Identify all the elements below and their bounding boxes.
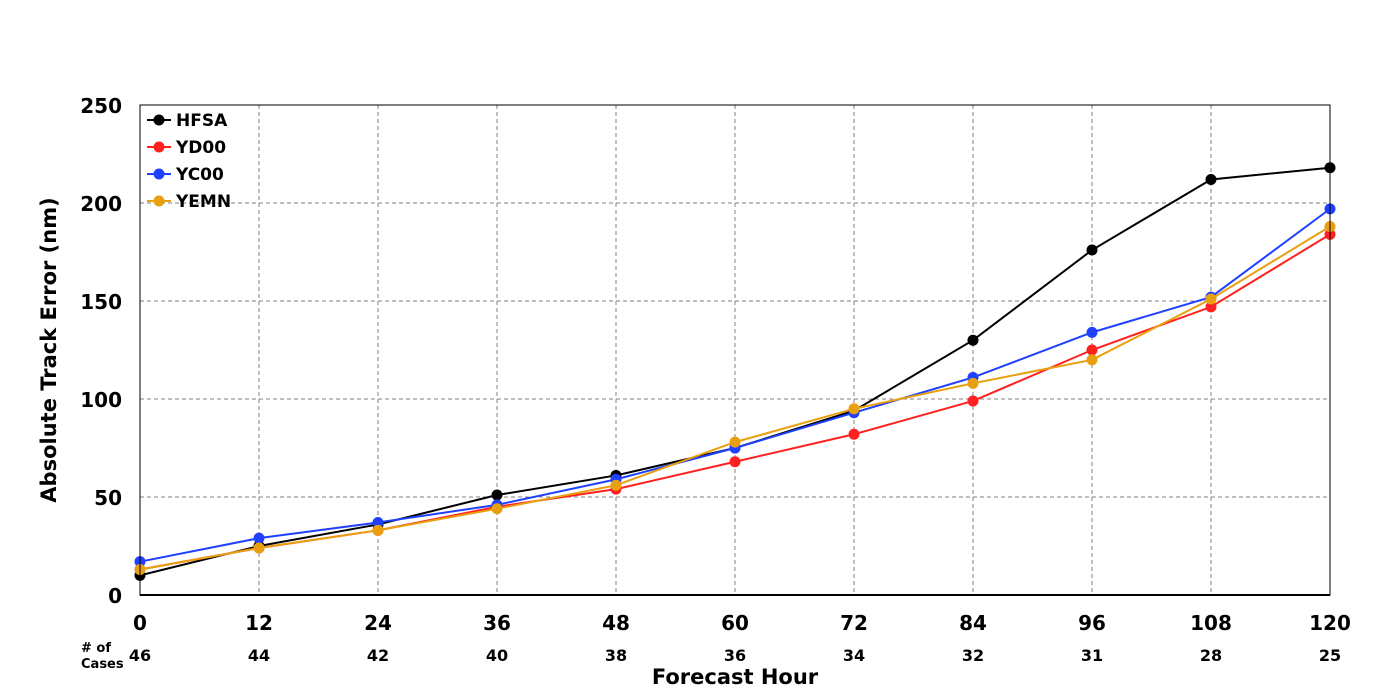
data-point bbox=[372, 516, 384, 528]
legend-item-yd00: YD00 bbox=[147, 138, 226, 158]
data-point bbox=[848, 428, 860, 440]
data-point bbox=[967, 377, 979, 389]
legend-swatch-marker bbox=[153, 114, 165, 126]
x-tick-label: 84 bbox=[959, 611, 987, 635]
data-point bbox=[253, 542, 265, 554]
y-tick-label: 150 bbox=[80, 290, 122, 314]
x-tick-label: 96 bbox=[1078, 611, 1106, 635]
legend-label: YEMN bbox=[175, 192, 231, 212]
series-layer bbox=[134, 162, 1336, 581]
legend: HFSA YD00 YC00 YEMN bbox=[147, 111, 231, 212]
legend-swatch-marker bbox=[153, 168, 165, 180]
data-point bbox=[1086, 244, 1098, 256]
data-point bbox=[729, 436, 741, 448]
x-tick-labels: 0 12 24 36 48 60 72 84 96 108 120 bbox=[133, 611, 1351, 635]
y-tick-label: 50 bbox=[94, 486, 122, 510]
data-point bbox=[1205, 301, 1217, 313]
x-tick-label: 12 bbox=[245, 611, 273, 635]
case-counts: 46 44 42 40 38 36 34 32 31 28 25 bbox=[129, 646, 1341, 665]
case-count: 32 bbox=[962, 646, 984, 665]
y-tick-labels: 0 50 100 150 200 250 bbox=[80, 94, 122, 608]
cases-label-line-1: # of bbox=[81, 641, 111, 656]
data-point bbox=[1086, 344, 1098, 356]
case-count: 42 bbox=[367, 646, 389, 665]
x-tick-label: 48 bbox=[602, 611, 630, 635]
x-tick-label: 36 bbox=[483, 611, 511, 635]
data-point bbox=[491, 489, 503, 501]
data-point bbox=[848, 403, 860, 415]
data-point bbox=[610, 479, 622, 491]
case-count: 31 bbox=[1081, 646, 1103, 665]
case-count: 28 bbox=[1200, 646, 1222, 665]
data-point bbox=[967, 395, 979, 407]
case-count: 40 bbox=[486, 646, 508, 665]
x-tick-label: 72 bbox=[840, 611, 868, 635]
plot-frame bbox=[139, 104, 1331, 596]
case-count: 36 bbox=[724, 646, 746, 665]
x-tick-label: 24 bbox=[364, 611, 392, 635]
data-point bbox=[1086, 354, 1098, 366]
data-point bbox=[1205, 173, 1217, 185]
series-yemn bbox=[134, 221, 1336, 576]
x-tick-label: 0 bbox=[133, 611, 147, 635]
data-point bbox=[1086, 326, 1098, 338]
data-point bbox=[372, 524, 384, 536]
x-tick-label: 120 bbox=[1309, 611, 1351, 635]
legend-swatch-marker bbox=[153, 141, 165, 153]
data-point bbox=[253, 532, 265, 544]
cases-label-line-2: Cases bbox=[81, 657, 124, 672]
legend-item-yemn: YEMN bbox=[147, 192, 231, 212]
data-point bbox=[1205, 293, 1217, 305]
legend-item-hfsa: HFSA bbox=[147, 111, 228, 131]
grid bbox=[140, 105, 1330, 596]
data-point bbox=[967, 334, 979, 346]
y-tick-label: 100 bbox=[80, 388, 122, 412]
case-count: 46 bbox=[129, 646, 151, 665]
legend-label: HFSA bbox=[176, 111, 228, 131]
legend-item-yc00: YC00 bbox=[147, 165, 224, 185]
y-tick-label: 250 bbox=[80, 94, 122, 118]
case-count: 38 bbox=[605, 646, 627, 665]
x-tick-label: 108 bbox=[1190, 611, 1232, 635]
data-point bbox=[491, 503, 503, 515]
x-axis-title: Forecast Hour bbox=[652, 665, 819, 689]
legend-label: YD00 bbox=[175, 138, 226, 158]
case-count: 34 bbox=[843, 646, 865, 665]
y-tick-label: 200 bbox=[80, 192, 122, 216]
y-axis-title: Absolute Track Error (nm) bbox=[37, 197, 61, 502]
legend-swatch-marker bbox=[153, 195, 165, 207]
y-tick-label: 0 bbox=[108, 584, 122, 608]
data-point bbox=[729, 456, 741, 468]
cases-label: # of Cases bbox=[81, 641, 124, 672]
legend-label: YC00 bbox=[175, 165, 224, 185]
case-count: 44 bbox=[248, 646, 270, 665]
case-count: 25 bbox=[1319, 646, 1341, 665]
x-tick-label: 60 bbox=[721, 611, 749, 635]
